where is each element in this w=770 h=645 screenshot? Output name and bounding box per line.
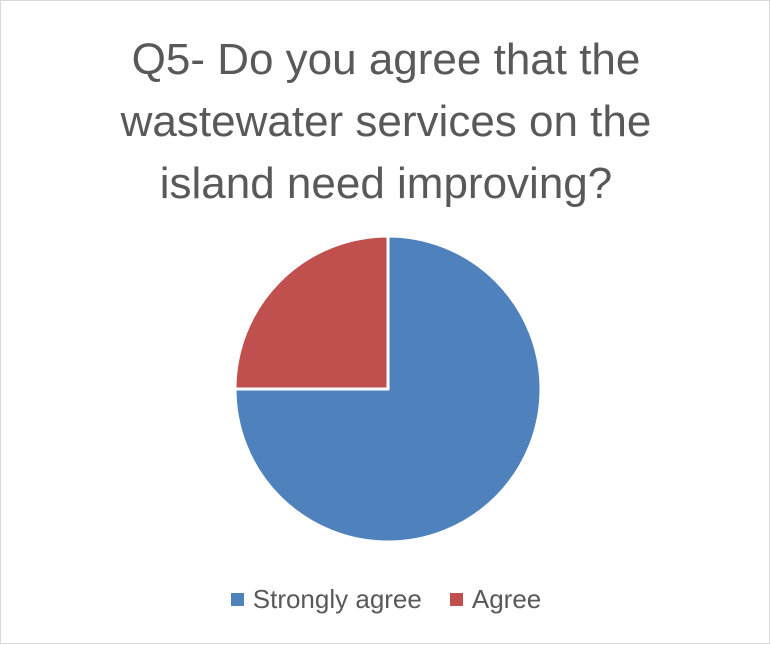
chart-legend: Strongly agree Agree bbox=[1, 581, 770, 617]
chart-title-line-1: Q5- Do you agree that the bbox=[131, 35, 641, 84]
legend-item-strongly-agree: Strongly agree bbox=[230, 581, 422, 617]
chart-title: Q5- Do you agree that the wastewater ser… bbox=[1, 29, 770, 215]
legend-item-agree: Agree bbox=[449, 581, 542, 617]
legend-label-agree: Agree bbox=[471, 584, 542, 614]
pie-slice-strongly-agree bbox=[233, 234, 543, 544]
legend-swatch-strongly-agree bbox=[230, 592, 244, 606]
pie-slice-agree bbox=[233, 234, 390, 391]
legend-label-strongly-agree: Strongly agree bbox=[252, 584, 422, 614]
legend-swatch-agree bbox=[449, 592, 463, 606]
chart-title-line-2: wastewater services on the bbox=[120, 97, 652, 146]
chart-title-line-3: island need improving? bbox=[159, 159, 613, 208]
